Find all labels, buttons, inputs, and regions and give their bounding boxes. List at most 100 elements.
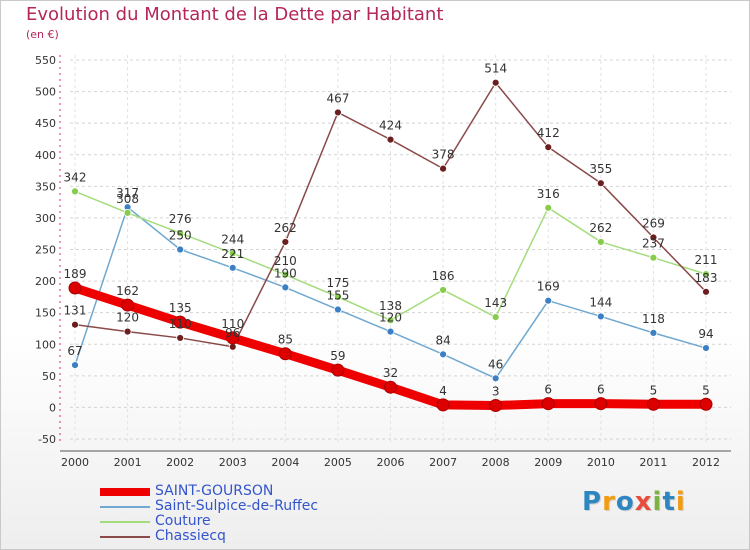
- legend-label: Chassiecq: [155, 528, 226, 544]
- data-point-saint-gourson: [331, 363, 345, 377]
- y-tick-label: 200: [35, 275, 56, 288]
- data-label-couture: 237: [642, 237, 665, 251]
- data-label-chassiecq: 110: [169, 317, 192, 331]
- data-label-saint-sulpice-de-ruffec: 155: [326, 289, 349, 303]
- data-point-saint-gourson: [594, 397, 608, 411]
- data-label-couture: 143: [484, 296, 507, 310]
- data-label-saint-gourson: 32: [383, 366, 398, 380]
- x-tick-label: 2008: [482, 456, 510, 469]
- data-point-chassiecq: [123, 327, 132, 336]
- logo-letter: t: [662, 487, 676, 517]
- data-point-saint-gourson: [68, 281, 82, 295]
- data-point-saint-gourson: [646, 397, 660, 411]
- data-label-chassiecq: 262: [274, 221, 297, 235]
- data-point-couture: [71, 187, 79, 196]
- data-point-couture: [281, 270, 290, 279]
- data-label-couture: 175: [326, 276, 349, 290]
- data-point-saint-sulpice-de-ruffec: [334, 305, 342, 314]
- y-tick-label: 500: [35, 86, 56, 99]
- data-point-saint-gourson: [384, 380, 397, 394]
- y-tick-label: -50: [38, 433, 56, 446]
- x-tick-label: 2007: [429, 456, 457, 469]
- y-tick-label: 50: [42, 370, 56, 383]
- x-tick-label: 2005: [324, 456, 352, 469]
- x-tick-label: 2001: [114, 456, 142, 469]
- proxiti-logo: Proxiti: [582, 487, 686, 517]
- data-point-saint-gourson: [489, 399, 503, 413]
- data-label-couture: 316: [537, 187, 560, 201]
- data-label-saint-sulpice-de-ruffec: 67: [67, 344, 82, 358]
- legend-label: Couture: [155, 513, 211, 529]
- data-label-saint-sulpice-de-ruffec: 94: [698, 327, 713, 341]
- logo-letter: i: [675, 487, 686, 517]
- data-label-saint-gourson: 135: [169, 301, 192, 315]
- data-label-saint-gourson: 59: [330, 349, 345, 363]
- data-label-saint-sulpice-de-ruffec: 46: [488, 357, 503, 371]
- data-label-saint-gourson: 162: [116, 284, 139, 298]
- data-label-saint-gourson: 6: [544, 383, 552, 397]
- data-label-couture: 308: [116, 192, 139, 206]
- data-label-chassiecq: 131: [64, 304, 87, 318]
- data-label-saint-gourson: 3: [492, 385, 500, 399]
- legend-swatch: [100, 521, 150, 523]
- data-point-saint-gourson: [541, 397, 555, 411]
- chart-subtitle: (en €): [26, 28, 59, 41]
- data-point-saint-sulpice-de-ruffec: [544, 296, 553, 305]
- data-point-couture: [702, 270, 710, 279]
- chart-title: Evolution du Montant de la Dette par Hab…: [26, 4, 444, 25]
- data-point-couture: [386, 316, 395, 325]
- legend-swatch: [100, 536, 150, 538]
- data-point-chassiecq: [386, 135, 395, 144]
- data-label-saint-gourson: 5: [650, 383, 658, 397]
- data-point-couture: [176, 229, 185, 237]
- data-label-chassiecq: 467: [326, 91, 349, 105]
- data-point-saint-sulpice-de-ruffec: [228, 263, 237, 272]
- data-point-chassiecq: [649, 233, 658, 242]
- data-point-chassiecq: [281, 238, 290, 246]
- x-tick-label: 2012: [692, 456, 720, 469]
- logo-letter: r: [602, 487, 616, 517]
- data-label-saint-gourson: 189: [64, 267, 87, 281]
- legend-label: SAINT-GOURSON: [155, 483, 274, 499]
- data-label-chassiecq: 378: [432, 148, 455, 162]
- data-point-saint-gourson: [278, 347, 292, 361]
- data-label-couture: 244: [221, 232, 244, 246]
- data-label-couture: 186: [432, 269, 455, 283]
- data-label-saint-sulpice-de-ruffec: 221: [221, 247, 244, 261]
- data-label-saint-gourson: 6: [597, 383, 605, 397]
- data-label-saint-sulpice-de-ruffec: 190: [274, 266, 297, 280]
- y-tick-label: 300: [35, 212, 56, 225]
- data-label-saint-gourson: 110: [221, 317, 244, 331]
- y-tick-label: 100: [35, 338, 56, 351]
- data-label-saint-sulpice-de-ruffec: 84: [435, 333, 450, 347]
- logo-letter: i: [652, 487, 663, 517]
- data-point-saint-sulpice-de-ruffec: [702, 344, 710, 352]
- data-point-chassiecq: [439, 164, 447, 173]
- data-label-chassiecq: 424: [379, 119, 402, 133]
- x-tick-label: 2009: [534, 456, 562, 469]
- data-point-chassiecq: [544, 143, 553, 152]
- data-point-saint-gourson: [121, 298, 135, 312]
- y-tick-label: 350: [35, 180, 56, 193]
- data-label-saint-sulpice-de-ruffec: 169: [537, 280, 560, 294]
- y-tick-label: 450: [35, 117, 56, 130]
- x-tick-label: 2000: [61, 456, 89, 469]
- data-label-saint-sulpice-de-ruffec: 250: [169, 229, 192, 243]
- data-label-couture: 138: [379, 299, 402, 313]
- data-point-saint-gourson: [699, 397, 713, 411]
- x-tick-label: 2010: [587, 456, 615, 469]
- y-tick-label: 250: [35, 244, 56, 257]
- x-tick-label: 2002: [166, 456, 194, 469]
- legend-swatch: [100, 488, 150, 496]
- data-label-saint-sulpice-de-ruffec: 118: [642, 312, 665, 326]
- data-label-couture: 276: [169, 212, 192, 226]
- data-label-chassiecq: 183: [695, 271, 718, 285]
- logo-letter: P: [582, 487, 603, 517]
- data-point-couture: [649, 253, 658, 262]
- y-tick-label: 400: [35, 149, 56, 162]
- data-label-chassiecq: 412: [537, 126, 560, 140]
- data-point-saint-sulpice-de-ruffec: [596, 312, 605, 321]
- data-label-chassiecq: 120: [116, 311, 139, 325]
- data-label-saint-gourson: 4: [439, 384, 447, 398]
